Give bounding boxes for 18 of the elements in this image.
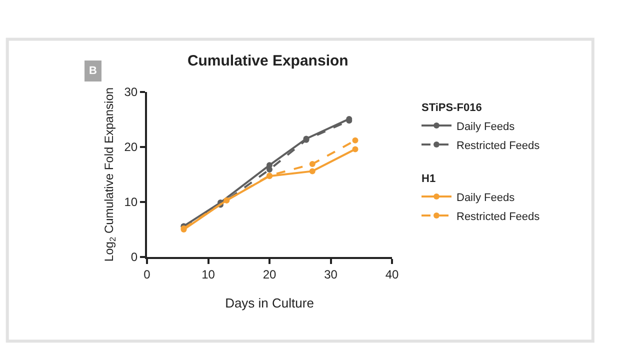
y-tick-label: 20 [124,140,138,154]
legend-label: Restricted Feeds [456,210,540,223]
text: B [89,65,97,77]
y-tick-label: 30 [124,85,138,100]
chart-title: Cumulative Expansion [187,52,348,70]
x-tick-label: 40 [385,267,399,282]
x-tick-label: 10 [202,267,216,282]
legend-label: Restricted Feeds [456,140,540,152]
legend-label: Daily Feeds [456,120,516,133]
x-tick-label: 20 [262,267,276,282]
x-tick-label: 0 [144,267,151,282]
text: STiPS-F016 [422,102,482,114]
legend-label: Daily Feeds [456,192,516,204]
y-tick-label: 10 [124,195,138,210]
text: H1 [422,172,436,185]
x-tick-label: 30 [324,267,338,282]
y-tick-label: 0 [130,250,138,264]
x-axis-title: Days in Culture [225,296,314,310]
